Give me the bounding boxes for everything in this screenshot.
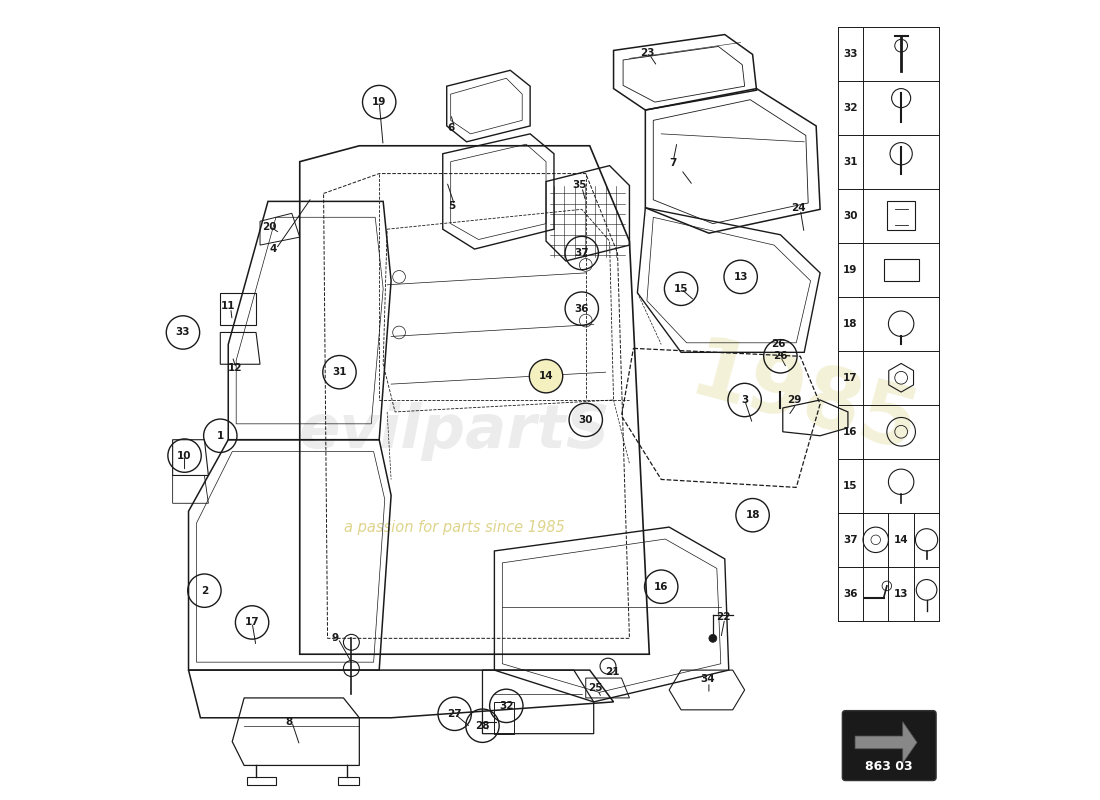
Text: 22: 22: [716, 612, 730, 622]
Text: 16: 16: [654, 582, 669, 592]
Text: 36: 36: [843, 589, 858, 599]
Text: 34: 34: [700, 674, 715, 684]
Text: 15: 15: [674, 284, 689, 294]
Text: 27: 27: [448, 709, 462, 719]
Text: 14: 14: [894, 535, 909, 545]
Text: 16: 16: [843, 426, 858, 437]
Text: 9: 9: [332, 634, 339, 643]
Text: 8: 8: [286, 717, 293, 726]
Text: 11: 11: [221, 302, 235, 311]
Text: 33: 33: [843, 49, 858, 58]
Text: 37: 37: [574, 248, 590, 258]
Text: 12: 12: [228, 363, 242, 374]
Text: 32: 32: [499, 701, 514, 711]
Text: 37: 37: [843, 535, 858, 545]
Text: 19: 19: [843, 265, 858, 274]
Text: 6: 6: [448, 123, 455, 134]
Text: 26: 26: [771, 339, 786, 350]
Text: 29: 29: [788, 395, 802, 405]
Text: 30: 30: [579, 415, 593, 425]
Text: 32: 32: [843, 102, 858, 113]
Text: 5: 5: [448, 201, 455, 211]
Circle shape: [529, 359, 563, 393]
FancyBboxPatch shape: [843, 710, 936, 781]
Text: 863 03: 863 03: [866, 760, 913, 773]
Text: 21: 21: [605, 667, 619, 678]
Polygon shape: [855, 722, 917, 763]
Text: 20: 20: [262, 222, 277, 232]
Text: 18: 18: [746, 510, 760, 520]
Text: 30: 30: [843, 210, 858, 221]
Text: 2: 2: [201, 586, 208, 596]
Text: 35: 35: [572, 181, 586, 190]
Text: evilpartS: evilpartS: [299, 402, 610, 462]
Text: 10: 10: [177, 450, 191, 461]
Text: a passion for parts since 1985: a passion for parts since 1985: [344, 520, 565, 534]
Text: 1: 1: [217, 430, 224, 441]
Text: 23: 23: [640, 48, 654, 58]
Text: 19: 19: [372, 97, 386, 107]
Text: 36: 36: [574, 304, 589, 314]
Text: 1985: 1985: [682, 331, 927, 469]
Text: 31: 31: [332, 367, 346, 377]
Text: 13: 13: [894, 589, 909, 599]
Text: 17: 17: [245, 618, 260, 627]
Text: 26: 26: [773, 351, 788, 362]
Text: 3: 3: [741, 395, 748, 405]
Text: 25: 25: [588, 682, 603, 693]
Text: 7: 7: [670, 158, 676, 168]
Text: 4: 4: [270, 244, 277, 254]
Text: 15: 15: [843, 481, 858, 490]
Text: 28: 28: [475, 721, 490, 730]
Text: 24: 24: [791, 202, 806, 213]
Circle shape: [708, 634, 717, 642]
Text: 13: 13: [734, 272, 748, 282]
Text: 17: 17: [843, 373, 858, 382]
Text: 14: 14: [539, 371, 553, 381]
Text: 18: 18: [843, 318, 858, 329]
Text: 31: 31: [843, 157, 858, 166]
Text: 33: 33: [176, 327, 190, 338]
